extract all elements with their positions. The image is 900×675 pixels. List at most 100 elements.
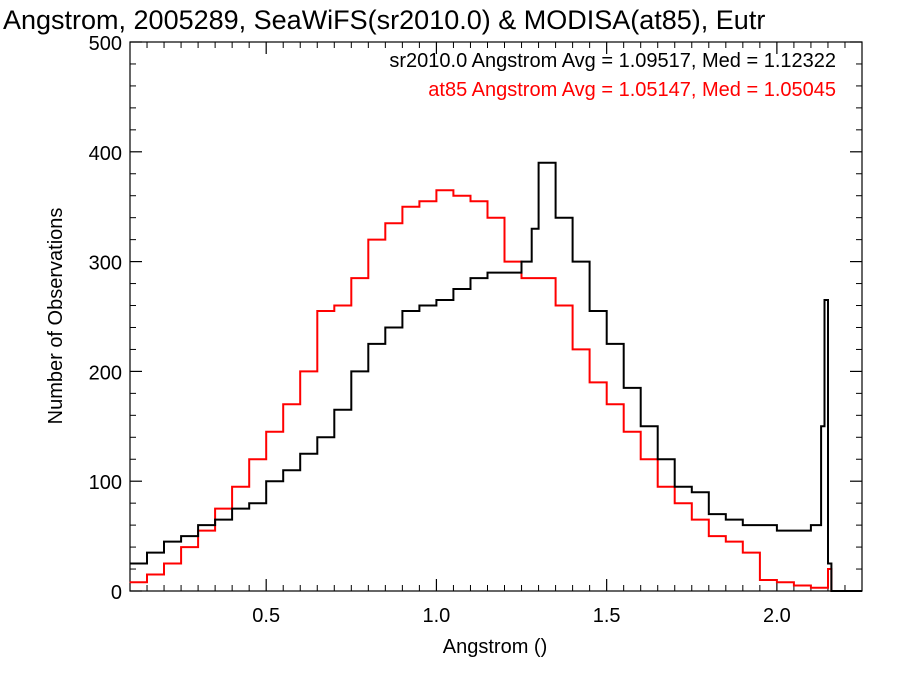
series-1-point <box>350 277 352 279</box>
series-1-point <box>759 579 761 581</box>
series-0-point <box>282 469 284 471</box>
series-1-point <box>333 305 335 307</box>
series-1-point <box>810 587 812 589</box>
series-0-point <box>555 217 557 219</box>
series-1-point <box>824 587 826 589</box>
series-0-point <box>435 299 437 301</box>
series-0-point <box>759 524 761 526</box>
series-1-point <box>418 200 420 202</box>
series-1-point <box>486 217 488 219</box>
series-1-point <box>555 305 557 307</box>
series-line-0 <box>130 161 862 592</box>
y-tick-label: 200 <box>89 362 122 384</box>
series-1-point <box>265 431 267 433</box>
series-1-point <box>657 486 659 488</box>
y-tick-label: 0 <box>111 582 122 604</box>
series-0-point <box>691 491 693 493</box>
series-1-point <box>452 195 454 197</box>
series-1-point <box>725 541 727 543</box>
series-0-point <box>827 563 829 565</box>
series-0-point <box>674 486 676 488</box>
series-1-point <box>180 546 182 548</box>
series-1-point <box>231 486 233 488</box>
series-0-point <box>469 277 471 279</box>
series-0-point <box>248 502 250 504</box>
y-tick-label: 500 <box>89 33 122 55</box>
series-1-point <box>214 508 216 510</box>
series-0-point <box>486 272 488 274</box>
series-line-1 <box>130 189 862 592</box>
series-1-point <box>827 568 829 570</box>
series-1-point <box>504 261 506 263</box>
series-1-point <box>146 574 148 576</box>
y-axis-label: Number of Observations <box>45 208 67 425</box>
series-1-point <box>793 585 795 587</box>
series-1-point <box>623 431 625 433</box>
series-0-point <box>367 343 369 345</box>
series-1-point <box>538 277 540 279</box>
series-0-point <box>401 310 403 312</box>
series-0-point <box>333 409 335 411</box>
series-0-point <box>452 288 454 290</box>
x-tick-label: 1.5 <box>593 605 621 627</box>
y-tick-label: 100 <box>89 472 122 494</box>
series-1-point <box>606 403 608 405</box>
series-1-point <box>691 519 693 521</box>
series-0-point <box>861 590 863 592</box>
annotation-at85: at85 Angstrom Avg = 1.05147, Med = 1.050… <box>428 79 836 101</box>
x-axis-label: Angstrom () <box>443 636 547 658</box>
x-tick-label: 0.5 <box>252 605 280 627</box>
series-0-point <box>231 508 233 510</box>
x-tick-label: 1.0 <box>423 605 451 627</box>
series-1-point <box>163 563 165 565</box>
series-0-point <box>197 524 199 526</box>
series-0-point <box>163 541 165 543</box>
series-1-point <box>776 581 778 583</box>
series-0-point <box>623 387 625 389</box>
series-0-point <box>810 524 812 526</box>
series-1-point <box>589 381 591 383</box>
series-0-point <box>725 519 727 521</box>
series-1-point <box>129 581 131 583</box>
series-1-point <box>521 277 523 279</box>
series-1-point <box>435 189 437 191</box>
plot-frame <box>129 41 863 592</box>
series-1-point <box>248 458 250 460</box>
series-0-point <box>265 480 267 482</box>
series-0-point <box>793 530 795 532</box>
series-1-point <box>299 370 301 372</box>
series-0-point <box>146 552 148 554</box>
series-0-point <box>384 326 386 328</box>
series-0-point <box>606 343 608 345</box>
series-0-point <box>538 162 540 164</box>
series-0-point <box>521 261 523 263</box>
series-0-point <box>820 425 822 427</box>
series-0-point <box>214 519 216 521</box>
x-tick-label: 2.0 <box>763 605 791 627</box>
series-1-point <box>384 222 386 224</box>
series-0-point <box>350 370 352 372</box>
series-0-point <box>418 305 420 307</box>
y-tick-label: 400 <box>89 143 122 165</box>
series-0-point <box>572 261 574 263</box>
series-0-point <box>531 228 533 230</box>
series-1-point <box>367 239 369 241</box>
series-0-point <box>129 563 131 565</box>
series-0-point <box>830 590 832 592</box>
series-0-point <box>504 272 506 274</box>
series-0-point <box>180 535 182 537</box>
series-0-point <box>708 513 710 515</box>
series-1-point <box>708 535 710 537</box>
series-0-point <box>824 299 826 301</box>
y-tick-label: 300 <box>89 253 122 275</box>
series-1-point <box>742 552 744 554</box>
series-1-point <box>316 310 318 312</box>
series-1-point <box>674 502 676 504</box>
annotation-sr2010: sr2010.0 Angstrom Avg = 1.09517, Med = 1… <box>389 50 836 72</box>
series-0-point <box>776 530 778 532</box>
chart-title: Angstrom, 2005289, SeaWiFS(sr2010.0) & M… <box>3 5 765 35</box>
series-0-point <box>742 524 744 526</box>
series-0-point <box>299 453 301 455</box>
series-0-point <box>640 425 642 427</box>
